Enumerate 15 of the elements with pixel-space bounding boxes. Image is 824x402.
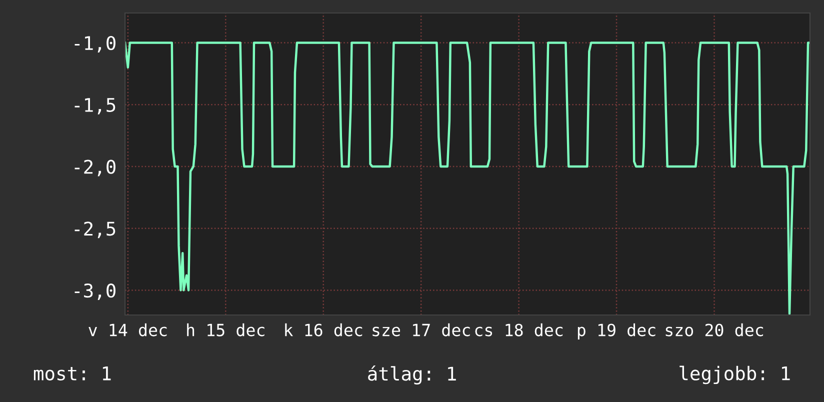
x-tick-label: v 14 dec bbox=[88, 323, 167, 336]
text: legjobb: 1 bbox=[680, 366, 790, 384]
x-tick-label: k 16 dec bbox=[285, 323, 362, 336]
text: most: 1 bbox=[34, 366, 111, 380]
x-tick-label: cs 18 dec bbox=[475, 323, 563, 336]
y-tick-label: -2,5 bbox=[74, 222, 116, 238]
x-tick-label: p 19 dec bbox=[578, 323, 656, 340]
x-tick-label: h 15 dec bbox=[187, 323, 264, 336]
y-tick-label: -2,0 bbox=[74, 160, 116, 176]
y-tick-label: -3,0 bbox=[74, 284, 116, 300]
text: átlag: 1 bbox=[368, 365, 456, 385]
x-tick-label: sze 17 dec bbox=[372, 323, 470, 336]
x-tick-label: szo 20 dec bbox=[666, 323, 764, 336]
y-tick-label: -1,0 bbox=[74, 36, 116, 53]
y-tick-label: -1,5 bbox=[74, 98, 116, 114]
